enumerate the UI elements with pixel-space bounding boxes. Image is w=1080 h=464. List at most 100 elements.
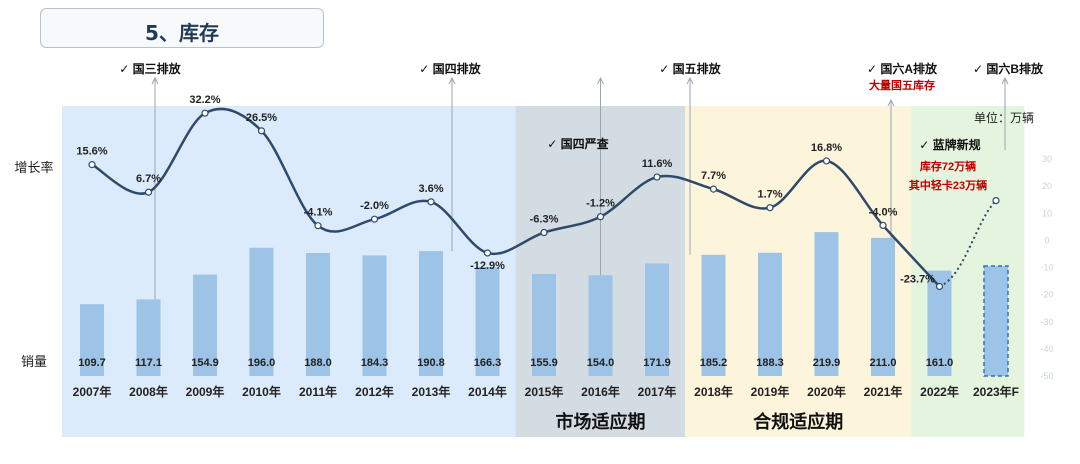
unit-label: 单位：万辆 [974,110,1034,125]
growth-point [314,222,322,230]
growth-value-label: -4.0% [869,206,898,218]
growth-point [257,127,266,135]
growth-row-label: 增长率 [14,160,53,175]
right-axis-tick: -50 [1040,371,1053,381]
annotation-label: ✓ 国六B排放 [973,61,1044,76]
category-label: 2010年 [242,384,281,399]
right-axis-tick: 10 [1042,208,1052,218]
right-axis-tick: -10 [1040,263,1053,273]
annotation-arrow-icon [448,76,456,85]
bar [758,252,782,376]
bar-value-label: 166.3 [474,357,502,369]
growth-point [822,157,831,165]
growth-value-label: 15.6% [76,146,107,158]
category-label: 2009年 [186,384,225,399]
bar-value-label: 185.2 [700,357,728,369]
right-axis-tick: 20 [1042,181,1052,191]
growth-point [540,228,548,237]
growth-point [596,213,605,221]
growth-value-label: -4.1% [304,207,333,219]
bar [80,304,104,376]
annotation-label: ✓ 国五排放 [659,61,721,76]
annotation-sublabel: 大量国五库存 [869,78,935,92]
period-label: 市场适应期 [556,411,646,432]
growth-point [144,188,153,196]
bar-value-label: 211.0 [870,357,897,369]
bar-value-label: 188.0 [304,357,332,369]
growth-point [201,109,209,117]
annotation-label: ✓ 国三排放 [119,61,181,76]
annotation-arrow-icon [1001,76,1009,85]
category-label: 2019年 [751,384,790,399]
bar-value-label: 161.0 [926,357,954,369]
bar [588,275,613,376]
annotation-arrow-icon [686,76,694,85]
growth-line [91,107,941,288]
bar-value-label: 188.3 [756,357,784,369]
growth-value-label: 26.5% [246,112,277,124]
bar [419,251,443,376]
right-axis-tick: 0 [1044,235,1049,245]
annotation-sublabel: 其中轻卡23万辆 [909,178,987,192]
right-axis-tick: -20 [1040,290,1053,300]
growth-value-label: -23.7% [900,273,935,285]
category-label: 2014年 [468,384,507,399]
annotation-arrow-icon [887,98,895,107]
bar [136,299,161,376]
bar-value-label: 219.9 [813,357,841,369]
annotation-label: ✓ 国六A排放 [867,61,938,76]
bar-value-label: 196.0 [248,357,276,369]
growth-value-label: 7.7% [701,170,726,182]
bar [814,232,839,376]
category-label: 2013年 [412,384,451,399]
category-label: 2015年 [525,384,564,399]
sales-row-label: 销量 [21,354,47,369]
annotation-sublabel: 库存72万辆 [920,159,976,173]
category-label: 2018年 [694,384,733,399]
bar-value-label: 171.9 [643,357,671,369]
growth-value-label: -2.0% [360,200,389,212]
category-label: 2007年 [73,384,112,399]
title-box: 5、库存 [40,8,324,48]
bar-value-label: 109.7 [78,357,106,369]
right-axis-tick: 30 [1042,154,1052,164]
right-axis-tick: -30 [1040,317,1053,327]
bar-value-label: 155.9 [530,357,558,369]
bar-value-label: 190.8 [417,357,445,369]
category-label: 2021年 [864,384,903,399]
category-label: 2008年 [129,384,168,399]
bar [193,274,217,376]
growth-value-label: -1.2% [586,198,615,210]
growth-value-label: 11.6% [642,158,673,170]
category-label: 2023年F [973,384,1019,399]
bar-value-label: 117.1 [135,357,162,369]
category-label: 2012年 [355,384,394,399]
page-title: 5、库存 [145,21,219,45]
bar [871,237,895,376]
annotation-label: ✓ 蓝牌新规 [919,137,980,152]
growth-point [766,204,774,212]
right-axis-tick: -40 [1040,344,1053,354]
growth-value-label: 16.8% [811,142,842,154]
annotation-label: ✓ 国四严查 [547,136,609,151]
growth-point [935,282,944,291]
annotation-label: ✓ 国四排放 [419,61,481,76]
annotation-arrow-icon [597,76,604,85]
growth-point [879,221,887,229]
category-label: 2020年 [807,384,846,399]
growth-value-label: 1.7% [757,189,782,201]
growth-value-label: -12.9% [470,260,505,272]
growth-value-label: 32.2% [189,94,220,106]
category-label: 2017年 [638,384,677,399]
growth-value-label: 3.6% [418,183,443,195]
annotation-arrow-icon [151,76,159,85]
bar [475,267,500,376]
growth-point [709,185,718,193]
growth-point [483,249,492,257]
bar [362,255,387,376]
growth-forecast-line [939,199,997,288]
period-label: 合规适应期 [753,411,843,432]
bar [306,252,330,376]
